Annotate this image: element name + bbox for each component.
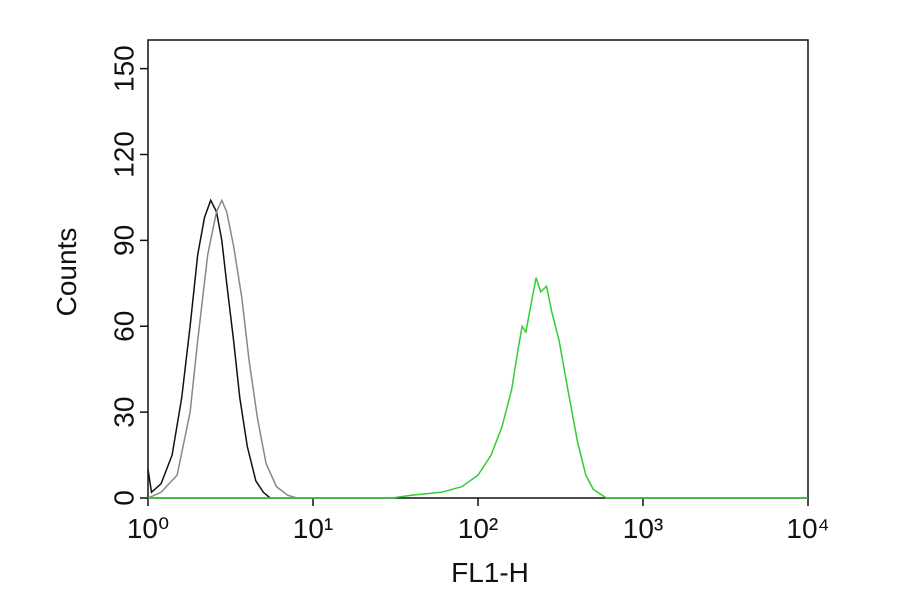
x-tick-label: 10⁴ [786,513,829,544]
plot-frame [147,39,809,499]
y-axis-label: Counts [51,228,82,317]
x-axis-label: FL1-H [451,557,529,588]
histogram-line [148,277,808,499]
histogram-line [147,198,271,499]
x-tick-label: 10² [458,513,498,544]
y-tick-label: 60 [108,311,139,342]
histogram-line [147,198,298,499]
y-tick-label: 30 [108,397,139,428]
y-tick-label: 0 [108,490,139,506]
y-tick-label: 120 [108,131,139,178]
y-tick-label: 90 [108,225,139,256]
y-tick-label: 150 [108,45,139,92]
x-tick-label: 10⁰ [127,513,169,544]
x-tick-label: 10¹ [293,513,333,544]
x-tick-label: 10³ [623,513,663,544]
